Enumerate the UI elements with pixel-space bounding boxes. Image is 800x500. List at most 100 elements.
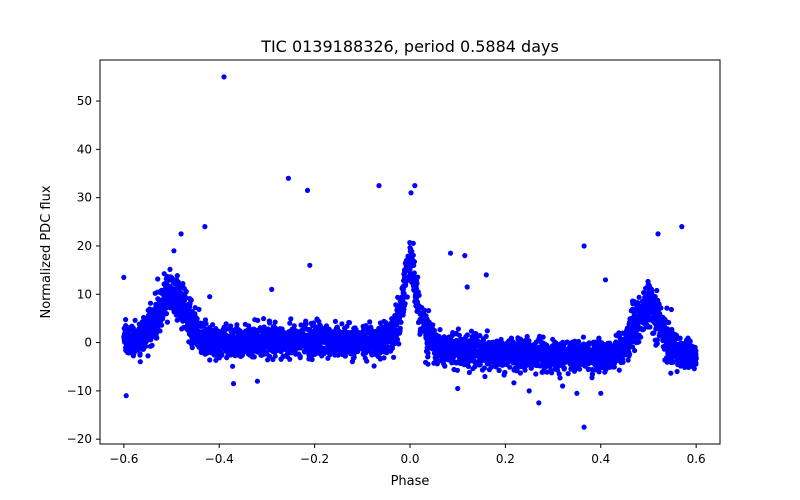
data-point bbox=[237, 329, 244, 336]
data-point bbox=[636, 294, 642, 300]
data-point bbox=[411, 259, 417, 265]
data-point bbox=[155, 276, 161, 282]
data-point bbox=[539, 346, 545, 352]
data-point bbox=[384, 323, 391, 329]
data-point bbox=[388, 348, 394, 354]
data-point bbox=[246, 323, 252, 329]
data-point bbox=[392, 329, 398, 335]
data-point bbox=[251, 334, 257, 340]
data-point bbox=[236, 350, 242, 356]
data-point bbox=[689, 343, 695, 349]
data-point bbox=[323, 323, 330, 329]
data-point bbox=[229, 328, 235, 334]
data-point bbox=[465, 359, 471, 365]
data-point bbox=[560, 363, 566, 369]
data-point bbox=[571, 342, 578, 348]
data-point bbox=[626, 343, 633, 349]
data-point bbox=[301, 324, 307, 330]
data-point bbox=[515, 335, 521, 341]
data-point bbox=[517, 370, 524, 376]
data-point bbox=[407, 271, 413, 277]
data-point bbox=[288, 316, 294, 322]
data-point bbox=[360, 323, 366, 329]
data-point bbox=[136, 325, 142, 331]
data-point bbox=[234, 322, 240, 328]
data-point bbox=[186, 339, 192, 345]
data-point bbox=[636, 332, 642, 338]
data-point bbox=[147, 312, 153, 318]
data-point bbox=[187, 296, 193, 302]
data-point bbox=[557, 375, 563, 381]
data-point bbox=[602, 345, 608, 351]
chart-title: TIC 0139188326, period 0.5884 days bbox=[260, 37, 559, 56]
data-point bbox=[311, 350, 317, 356]
data-point bbox=[266, 318, 272, 324]
data-point bbox=[520, 358, 526, 364]
data-point bbox=[155, 327, 161, 333]
data-point bbox=[376, 325, 382, 332]
data-point bbox=[323, 331, 329, 337]
data-point bbox=[172, 295, 178, 301]
data-point bbox=[631, 299, 637, 305]
data-point bbox=[596, 335, 602, 341]
data-point bbox=[149, 342, 155, 348]
data-point bbox=[177, 311, 183, 317]
data-point bbox=[482, 373, 488, 380]
data-point bbox=[625, 357, 631, 363]
data-point bbox=[310, 328, 316, 335]
data-point bbox=[464, 332, 470, 338]
data-point bbox=[466, 369, 472, 376]
data-point bbox=[180, 318, 186, 324]
data-point bbox=[391, 354, 397, 360]
data-point bbox=[145, 353, 151, 359]
data-point bbox=[189, 311, 195, 317]
data-point bbox=[511, 380, 517, 386]
data-point bbox=[147, 300, 154, 306]
data-point bbox=[173, 277, 180, 283]
data-point bbox=[618, 358, 624, 364]
data-point bbox=[272, 319, 278, 325]
data-point bbox=[616, 367, 622, 373]
data-point bbox=[631, 312, 637, 318]
data-point bbox=[143, 317, 149, 323]
data-point bbox=[332, 318, 338, 324]
data-point bbox=[288, 335, 294, 341]
data-point bbox=[571, 356, 578, 362]
data-point bbox=[368, 324, 374, 330]
data-point bbox=[626, 321, 632, 327]
data-point bbox=[306, 352, 312, 358]
data-point bbox=[533, 371, 539, 377]
data-point bbox=[271, 323, 277, 329]
data-point bbox=[591, 342, 597, 348]
data-point bbox=[412, 292, 419, 298]
data-point bbox=[668, 370, 674, 376]
data-point bbox=[139, 330, 146, 336]
data-point bbox=[397, 307, 403, 313]
data-point bbox=[393, 302, 399, 308]
data-point bbox=[264, 351, 270, 357]
data-point bbox=[314, 316, 320, 322]
data-point bbox=[245, 351, 251, 357]
data-point bbox=[407, 245, 413, 251]
data-point bbox=[424, 333, 430, 339]
data-point bbox=[234, 346, 240, 352]
data-point bbox=[164, 319, 170, 325]
data-point bbox=[427, 324, 433, 330]
data-point bbox=[174, 317, 180, 323]
data-point bbox=[472, 364, 478, 370]
data-point bbox=[502, 369, 508, 376]
data-points bbox=[121, 74, 699, 430]
data-point bbox=[550, 343, 556, 349]
data-point bbox=[524, 357, 530, 363]
data-point bbox=[623, 331, 630, 337]
data-point bbox=[153, 335, 159, 341]
data-point bbox=[580, 362, 586, 368]
data-point bbox=[413, 282, 419, 288]
data-point bbox=[299, 331, 305, 337]
data-point bbox=[524, 333, 530, 340]
data-point bbox=[123, 317, 129, 323]
data-point bbox=[506, 356, 513, 362]
data-point bbox=[632, 348, 638, 354]
data-point bbox=[496, 367, 502, 373]
data-point bbox=[635, 316, 641, 323]
